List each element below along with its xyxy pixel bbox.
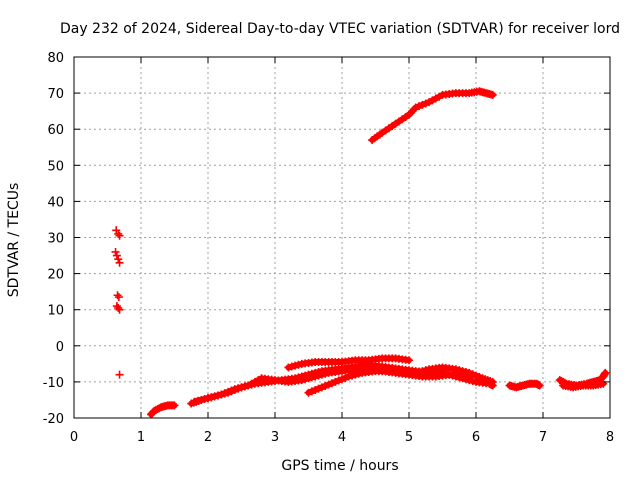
y-tick-label: 0 (56, 340, 64, 355)
data-point (170, 401, 179, 410)
data-point (488, 90, 497, 99)
series-segment-i (559, 379, 608, 392)
y-tick-label: -20 (43, 412, 64, 427)
grid (74, 57, 610, 418)
series-segment-d (284, 354, 413, 372)
x-tick-label: 5 (405, 430, 413, 445)
y-tick-label: 40 (47, 195, 64, 210)
tick-labels: 0 1 2 3 4 5 6 7 8 -20 -10 0 10 20 30 40 50 60 70 80 (43, 51, 614, 445)
chart-title: Day 232 of 2024, Sidereal Day-to-day VTE… (60, 21, 620, 37)
x-tick-label: 0 (70, 430, 78, 445)
data-points (111, 87, 610, 419)
y-tick-label: -10 (43, 376, 64, 391)
y-tick-label: 30 (47, 232, 64, 247)
data-point (115, 305, 124, 314)
data-point (535, 381, 544, 390)
data-point (112, 251, 121, 260)
y-tick-label: 20 (47, 268, 64, 283)
x-tick-label: 6 (472, 430, 480, 445)
data-point (599, 379, 608, 388)
data-point (488, 381, 497, 390)
y-tick-label: 80 (47, 51, 64, 66)
data-point (601, 368, 610, 377)
data-point (114, 293, 123, 302)
x-tick-label: 8 (606, 430, 614, 445)
series-cluster-early (111, 226, 124, 379)
x-tick-label: 3 (271, 430, 279, 445)
series-segment-g (505, 379, 544, 392)
series-segment-a (147, 401, 179, 419)
y-tick-label: 70 (47, 87, 64, 102)
ticks (73, 56, 611, 419)
x-axis-label: GPS time / hours (281, 458, 398, 474)
data-point (114, 303, 123, 312)
y-tick-label: 60 (47, 123, 64, 138)
x-tick-label: 1 (137, 430, 145, 445)
series-segment-f (431, 367, 497, 390)
data-point (405, 356, 413, 365)
x-tick-label: 2 (204, 430, 212, 445)
x-tick-label: 7 (539, 430, 547, 445)
y-tick-label: 50 (47, 159, 64, 174)
data-point (111, 247, 120, 256)
series-high-arc (368, 87, 497, 145)
data-point (113, 291, 122, 300)
data-point (115, 231, 124, 240)
data-point (114, 229, 123, 238)
y-axis-label: SDTVAR / TECUs (6, 183, 22, 298)
data-point (115, 258, 124, 267)
data-point (115, 370, 124, 379)
data-point (410, 105, 419, 114)
x-tick-label: 4 (338, 430, 346, 445)
data-point (114, 255, 123, 264)
y-tick-label: 10 (47, 304, 64, 319)
